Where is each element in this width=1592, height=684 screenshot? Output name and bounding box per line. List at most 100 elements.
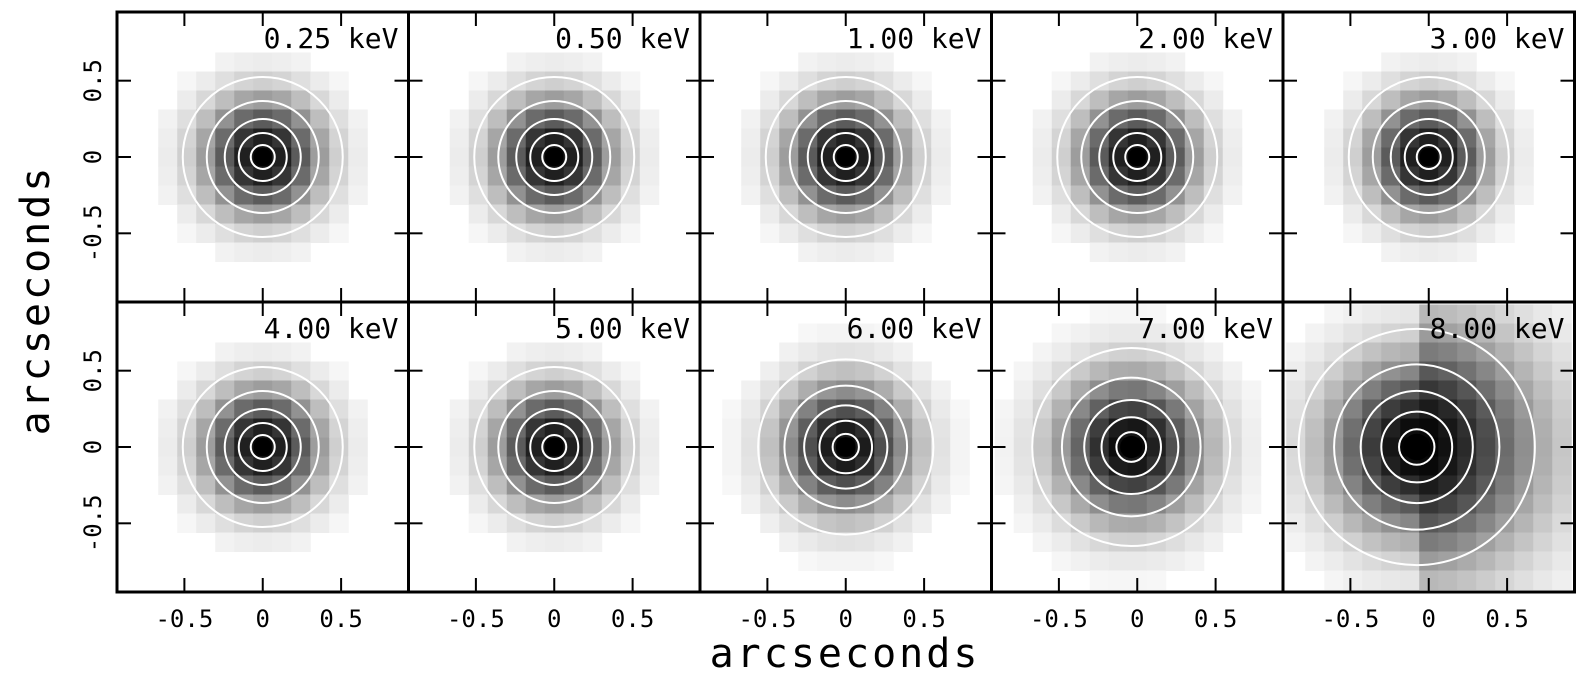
psf-pixel: [1070, 128, 1091, 148]
psf-pixel: [836, 380, 856, 400]
psf-pixel: [639, 399, 660, 419]
psf-pixel: [582, 204, 603, 224]
psf-pixel: [525, 342, 546, 362]
psf-pixel: [1146, 166, 1167, 186]
contour: [1380, 410, 1454, 484]
psf-pixel: [1343, 90, 1363, 110]
psf-pixel: [1419, 532, 1439, 552]
psf-pixel: [1070, 380, 1091, 400]
psf-pixel: [1362, 475, 1382, 495]
psf-pixel: [1495, 456, 1515, 476]
contour: [818, 419, 874, 475]
psf-pixel: [855, 532, 875, 552]
psf-pixel: [215, 204, 235, 224]
psf-pixel: [1108, 52, 1129, 72]
psf-pixel: [582, 128, 603, 148]
psf-pixel: [779, 223, 799, 243]
psf-pixel: [1203, 361, 1224, 381]
psf-pixel: [1108, 166, 1129, 186]
psf-pixel: [1476, 551, 1496, 571]
psf-pixel: [836, 52, 856, 72]
psf-pixel: [817, 128, 837, 148]
psf-pixel: [836, 532, 856, 552]
psf-pixel: [798, 475, 818, 495]
psf-pixel: [1533, 304, 1553, 324]
psf-pixel: [1108, 304, 1129, 324]
psf-pixel: [1108, 570, 1129, 590]
psf-pixel: [291, 109, 311, 129]
psf-pixel: [1203, 128, 1224, 148]
psf-pixel: [722, 475, 742, 495]
psf-pixel: [310, 437, 330, 457]
psf-pixel: [855, 323, 875, 343]
psf-pixel: [1127, 532, 1148, 552]
psf-pixel: [1476, 185, 1496, 205]
psf-pixel: [1286, 418, 1306, 438]
psf-pixel: [1343, 204, 1363, 224]
psf-pixel: [1514, 147, 1534, 167]
psf-pixel: [1400, 342, 1420, 362]
psf-pixel: [158, 147, 178, 167]
psf-pixel: [601, 418, 622, 438]
psf-pixel: [779, 109, 799, 129]
panel-label: 2.00 keV: [1138, 22, 1273, 55]
psf-pixel: [506, 185, 527, 205]
psf-pixel: [329, 361, 349, 381]
psf-pixel: [158, 475, 178, 495]
psf-pixel: [525, 380, 546, 400]
psf-pixel: [215, 185, 235, 205]
psf-pixel: [487, 361, 508, 381]
psf-pixel: [563, 475, 584, 495]
psf-pixel: [582, 513, 603, 533]
psf-pixel: [855, 380, 875, 400]
psf-pixel: [1419, 71, 1439, 91]
psf-pixel: [1381, 342, 1401, 362]
psf-pixel: [1051, 475, 1072, 495]
psf-pixel: [1286, 475, 1306, 495]
psf-pixel: [468, 71, 489, 91]
psf-pixel: [1286, 399, 1306, 419]
psf-pixel: [234, 185, 254, 205]
psf-pixel: [1222, 437, 1243, 457]
psf-pixel: [310, 361, 330, 381]
psf-pixel: [310, 418, 330, 438]
psf-pixel: [1165, 166, 1186, 186]
contour: [764, 76, 927, 238]
psf-pixel: [874, 90, 894, 110]
psf-pixel: [1400, 223, 1420, 243]
x-tick-label: 0: [547, 605, 561, 633]
psf-pixel: [506, 342, 527, 362]
psf-pixel: [1552, 380, 1572, 400]
psf-pixel: [525, 90, 546, 110]
psf-pixel: [1381, 323, 1401, 343]
psf-pixel: [1324, 399, 1344, 419]
psf-pixel: [931, 166, 951, 186]
psf-pixel: [1457, 532, 1477, 552]
psf-pixel: [468, 147, 489, 167]
psf-pixel: [291, 223, 311, 243]
psf-pixel: [912, 223, 932, 243]
psf-pixel: [1013, 475, 1034, 495]
psf-pixel: [1419, 475, 1439, 495]
psf-pixel: [1089, 380, 1110, 400]
psf-pixel: [798, 71, 818, 91]
psf-pixel: [1032, 342, 1053, 362]
psf-pixel: [1146, 361, 1167, 381]
psf-pixel: [1089, 90, 1110, 110]
psf-pixel: [215, 456, 235, 476]
psf-pixel: [817, 437, 837, 457]
panel: [1286, 304, 1572, 590]
core: [1128, 148, 1147, 166]
psf-pixel: [1286, 342, 1306, 362]
psf-pixel: [798, 185, 818, 205]
psf-pixel: [234, 204, 254, 224]
psf-pixel: [1476, 166, 1496, 186]
psf-pixel: [253, 242, 273, 262]
psf-pixel: [1305, 456, 1325, 476]
psf-pixel: [836, 475, 856, 495]
psf-pixel: [741, 128, 761, 148]
contour: [529, 422, 580, 472]
psf-pixel: [1381, 52, 1401, 72]
psf-pixel: [563, 494, 584, 514]
